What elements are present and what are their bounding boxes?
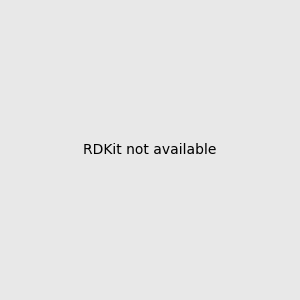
Text: RDKit not available: RDKit not available xyxy=(83,143,217,157)
